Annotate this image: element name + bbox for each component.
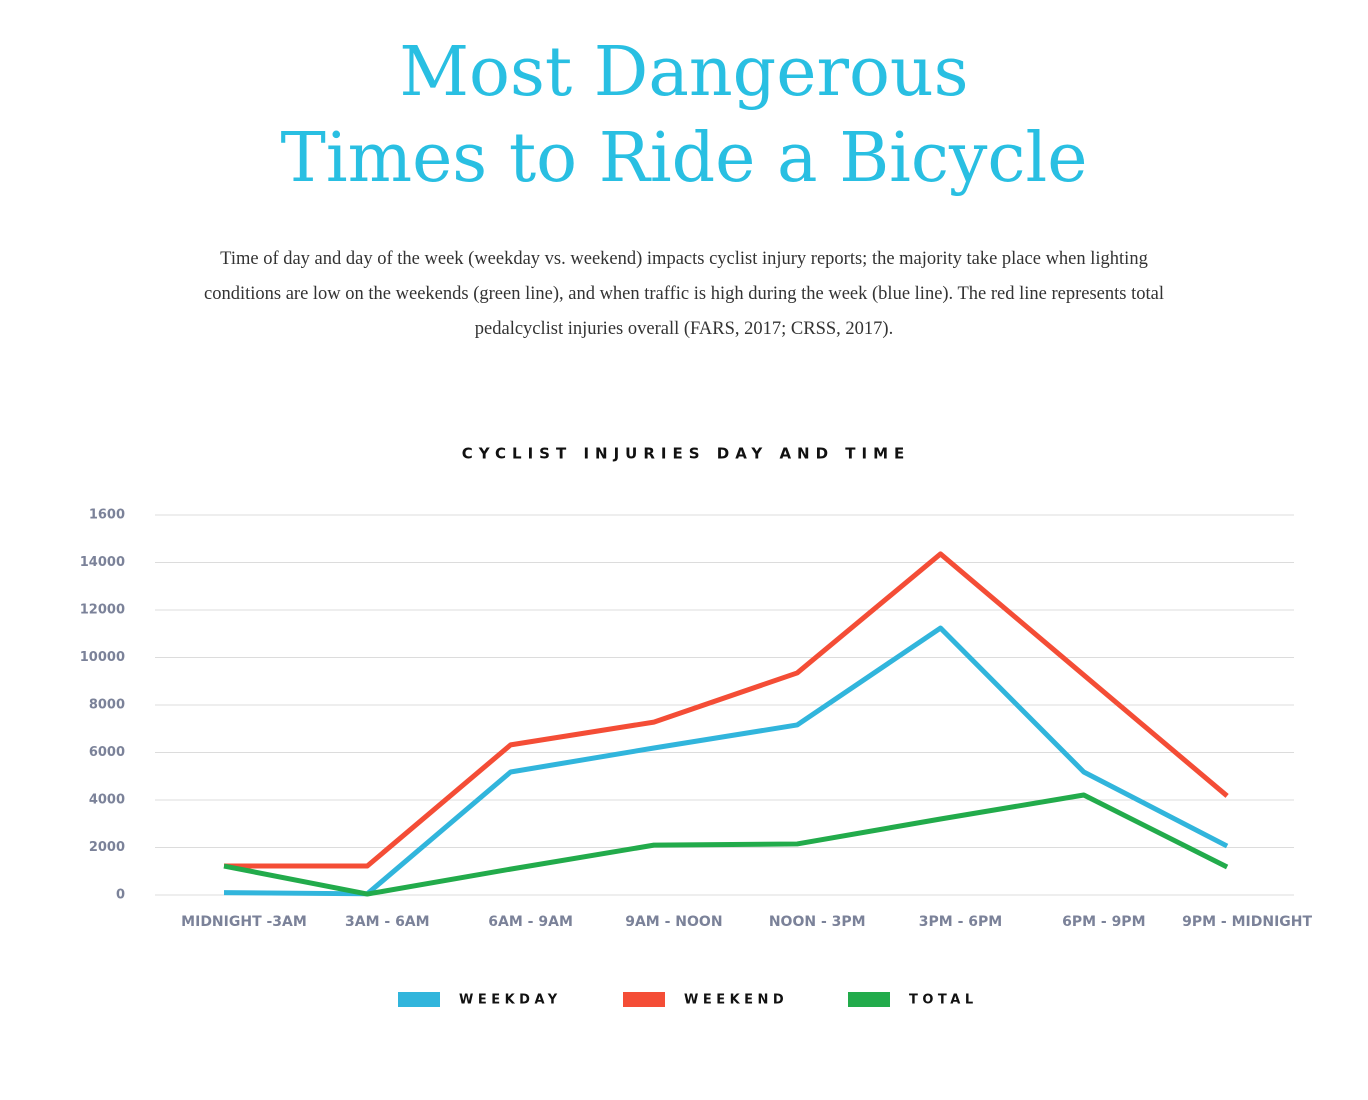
legend-swatch: [398, 992, 440, 1007]
x-tick-label: 6AM - 9AM: [488, 914, 573, 930]
x-tick-label: MIDNIGHT -3AM: [181, 914, 307, 930]
data-line: [224, 551, 1229, 869]
title-line: Times to Ride a Bicycle: [280, 119, 1088, 198]
y-tick-label: 2000: [89, 840, 125, 855]
y-tick-label: 6000: [89, 745, 125, 760]
legend-swatch: [848, 992, 890, 1007]
y-tick-label: 12000: [80, 603, 125, 618]
x-tick-label: 3PM - 6PM: [919, 914, 1002, 930]
y-tick-label: 14000: [80, 555, 125, 570]
y-tick-label: 4000: [89, 793, 125, 808]
description: Time of day and day of the week (weekday…: [204, 249, 1164, 339]
y-tick-label: 8000: [89, 698, 125, 713]
title-line: Most Dangerous: [399, 33, 969, 112]
chart-title: CYCLIST INJURIES DAY AND TIME: [462, 445, 911, 463]
x-tick-label: 9PM - MIDNIGHT: [1182, 914, 1312, 930]
data-line: [223, 792, 1229, 897]
legend-swatch: [623, 992, 665, 1007]
legend-label: TOTAL: [909, 993, 978, 1008]
y-tick-label: 1600: [89, 508, 125, 523]
legend-label: WEEKDAY: [459, 993, 562, 1008]
y-tick-label: 0: [116, 888, 125, 903]
page-title: Most Dangerous Times to Ride a Bicycle: [0, 30, 1368, 202]
x-tick-label: 9AM - NOON: [625, 914, 722, 930]
x-tick-label: 6PM - 9PM: [1062, 914, 1145, 930]
y-tick-label: 10000: [80, 650, 125, 665]
data-line: [223, 625, 1229, 897]
x-tick-label: NOON - 3PM: [769, 914, 866, 930]
x-tick-label: 3AM - 6AM: [345, 914, 430, 930]
legend-label: WEEKEND: [684, 993, 788, 1008]
